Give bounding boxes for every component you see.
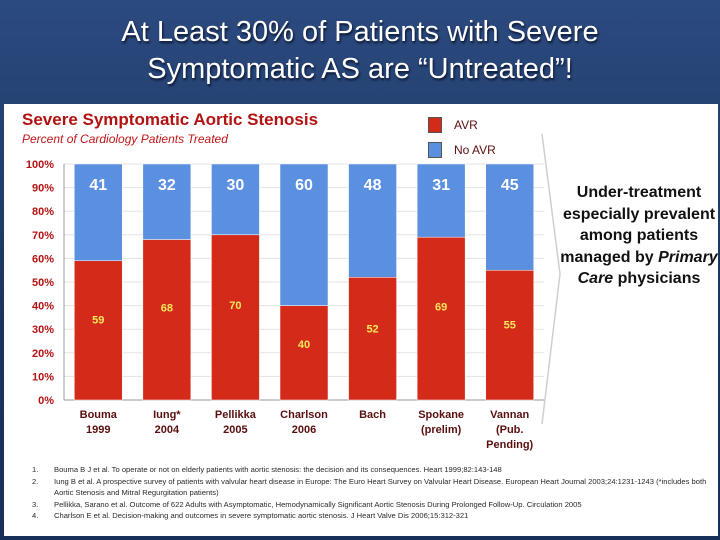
x-tick-label: Pending)	[486, 439, 533, 451]
bar-no-avr	[142, 163, 192, 240]
y-tick-label: 70%	[32, 230, 54, 242]
footnote-item: 3. Pellikka, Sarano et al. Outcome of 62…	[32, 499, 712, 511]
data-label-no-avr: 31	[432, 177, 450, 194]
footnotes: 1. Bouma B J et al. To operate or not on…	[32, 464, 712, 522]
slide-title: At Least 30% of Patients with Severe Sym…	[0, 14, 720, 88]
x-tick-label: Charlson	[280, 409, 328, 421]
footnote-item: 2. Iung B et al. A prospective survey of…	[32, 476, 712, 499]
chart-panel: Severe Symptomatic Aortic Stenosis Perce…	[4, 104, 718, 536]
callout-line-1: Under-treatment especially prevalent amo…	[560, 184, 716, 266]
legend-label-no-avr: No AVR	[454, 143, 496, 157]
bar-avr	[142, 239, 192, 401]
bar-avr	[485, 269, 534, 401]
y-tick-label: 90%	[32, 183, 54, 195]
x-tick-label: Bouma	[80, 409, 118, 421]
bar-no-avr	[485, 163, 534, 271]
stacked-bar-chart: 0% 10% 20% 30% 40% 50% 60% 70% 80% 90% 100% 59 41 Bou…	[26, 133, 561, 451]
footnote-number: 4.	[32, 511, 39, 520]
bar-avr	[74, 260, 123, 401]
footnote-item: 1. Bouma B J et al. To operate or not on…	[32, 464, 712, 476]
data-label-no-avr: 41	[89, 177, 107, 194]
footnote-number: 1.	[32, 465, 39, 474]
footnote-text: Iung B et al. A prospective survey of pa…	[54, 476, 707, 498]
y-tick-label: 30%	[32, 324, 54, 336]
y-tick-label: 100%	[26, 159, 54, 171]
data-label-avr: 40	[298, 339, 310, 351]
x-tick-label: 2005	[223, 424, 247, 436]
y-tick-label: 80%	[32, 206, 54, 218]
y-tick-label: 0%	[38, 395, 54, 407]
x-tick-label: 1999	[86, 424, 110, 436]
callout-text: Under-treatment especially prevalent amo…	[560, 182, 718, 290]
x-tick-label: Bach	[359, 409, 386, 421]
bar-avr	[211, 234, 260, 401]
bar-no-avr	[416, 163, 466, 238]
footnote-number: 2.	[32, 476, 39, 486]
legend-swatch-avr	[428, 117, 442, 133]
footnote-text: Pellikka, Sarano et al. Outcome of 622 A…	[54, 499, 582, 509]
bar-no-avr	[279, 163, 329, 306]
legend: AVR No AVR	[428, 114, 496, 164]
data-label-no-avr: 60	[295, 177, 313, 194]
y-tick-label: 20%	[32, 348, 54, 360]
footnote-text: Charlson E et al. Decision-making and ou…	[54, 511, 469, 520]
data-label-no-avr: 30	[227, 177, 245, 194]
chart-title: Severe Symptomatic Aortic Stenosis	[22, 110, 319, 129]
x-tick-label: Vannan	[490, 409, 529, 421]
y-tick-label: 10%	[32, 371, 54, 383]
x-tick-label: Spokane	[418, 409, 464, 421]
bar-no-avr	[74, 163, 123, 262]
slide-title-line-1: At Least 30% of Patients with Severe	[121, 16, 599, 48]
data-label-no-avr: 48	[364, 177, 382, 194]
y-tick-label: 50%	[32, 277, 54, 289]
bar-avr	[348, 277, 397, 401]
callout-line-2: Primary Care	[577, 248, 718, 288]
x-tick-label: (Pub.	[496, 424, 524, 436]
bar-no-avr	[211, 163, 260, 236]
data-label-avr: 59	[92, 314, 104, 326]
x-tick-label: Pellikka	[215, 409, 257, 421]
footnote-item: 4. Charlson E et al. Decision-making and…	[32, 510, 712, 522]
x-tick-label: 2004	[155, 424, 180, 436]
callout-line-3: physicians	[617, 270, 701, 287]
data-label-avr: 70	[229, 300, 241, 312]
legend-label-avr: AVR	[454, 118, 478, 132]
bar-no-avr	[348, 163, 397, 278]
legend-item-no-avr: No AVR	[428, 139, 496, 161]
data-label-avr: 55	[504, 320, 516, 332]
y-tick-label: 60%	[32, 253, 54, 265]
footnote-number: 3.	[32, 499, 39, 509]
footnote-text: Bouma B J et al. To operate or not on el…	[54, 465, 502, 474]
data-label-avr: 68	[161, 303, 173, 315]
callout-bracket	[541, 133, 561, 425]
data-label-avr: 52	[366, 324, 378, 336]
chart-subtitle: Percent of Cardiology Patients Treated	[22, 132, 228, 146]
slide-title-line-2: Symptomatic AS are “Untreated”!	[147, 53, 573, 85]
x-tick-label: Iung*	[153, 409, 181, 421]
data-label-avr: 69	[435, 301, 447, 313]
bar-avr	[279, 305, 329, 401]
data-label-no-avr: 45	[501, 177, 519, 194]
x-tick-label: (prelim)	[421, 424, 462, 436]
bar-avr	[416, 236, 466, 401]
y-tick-label: 40%	[32, 301, 54, 313]
legend-item-avr: AVR	[428, 114, 496, 136]
data-label-no-avr: 32	[158, 177, 176, 194]
x-tick-label: 2006	[292, 424, 316, 436]
legend-swatch-no-avr	[428, 142, 442, 158]
